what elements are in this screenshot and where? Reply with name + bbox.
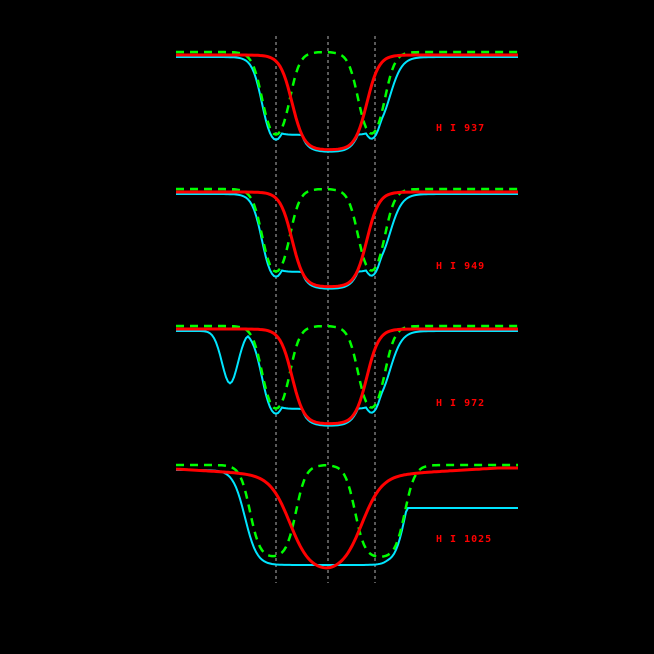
model-b-line xyxy=(176,190,518,289)
panel-label-3: H I 1025 xyxy=(436,534,493,545)
model-a-line xyxy=(176,187,518,273)
model-a-line xyxy=(176,50,518,136)
model-a-line xyxy=(176,463,518,559)
observed-spectrum-line xyxy=(176,193,518,290)
model-b-line xyxy=(176,53,518,152)
observed-spectrum-line xyxy=(176,56,518,153)
observed-spectrum-line xyxy=(176,469,518,566)
observed-spectrum-line xyxy=(176,330,518,427)
panel-label-2: H I 972 xyxy=(436,398,486,409)
model-b-line xyxy=(176,327,518,426)
panel-label-1: H I 949 xyxy=(436,261,486,272)
model-b-line xyxy=(175,466,518,570)
panel-label-0: H I 937 xyxy=(436,123,486,134)
model-a-line xyxy=(176,324,518,410)
